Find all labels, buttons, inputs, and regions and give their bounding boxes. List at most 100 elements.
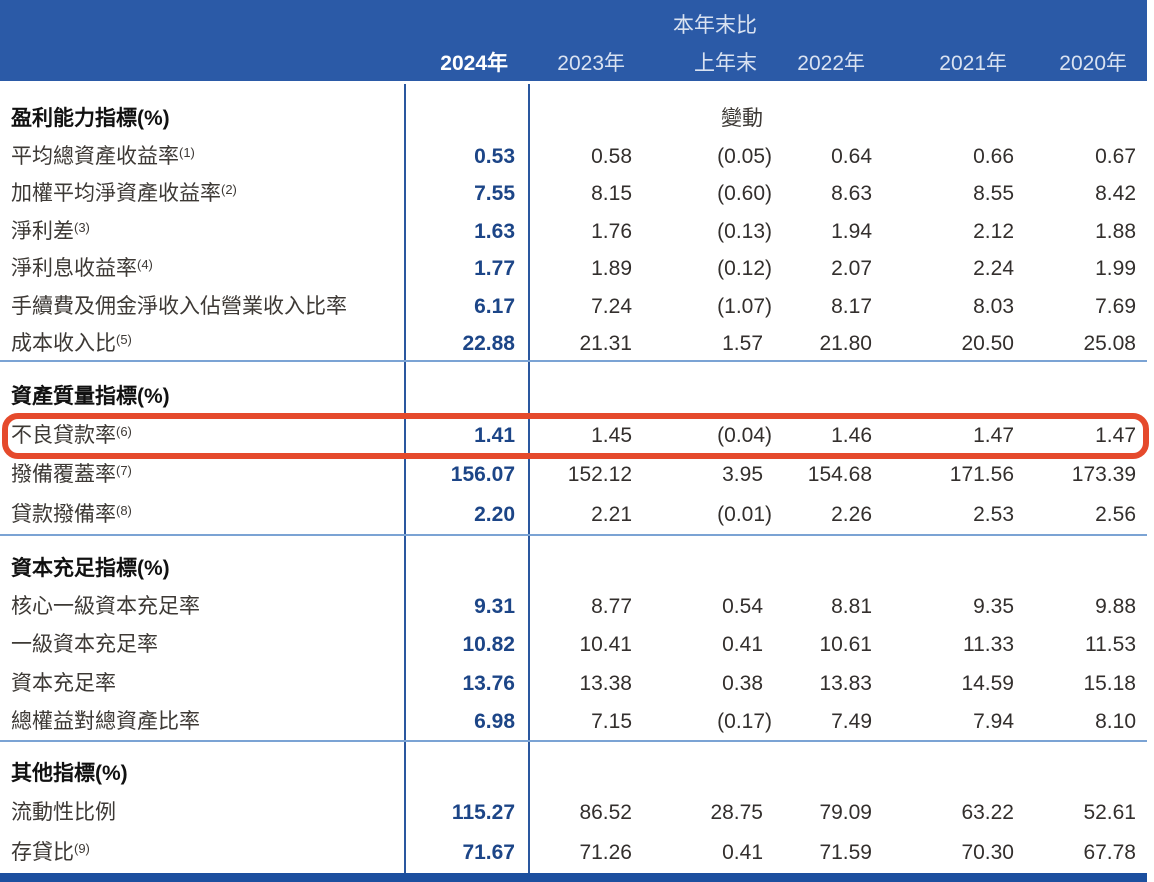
cell-y2021: 8.03 bbox=[973, 294, 1014, 318]
cell-y2022: 7.49 bbox=[831, 710, 872, 734]
cell-y2022: 8.81 bbox=[831, 595, 872, 618]
column-header-2023: 2023年 bbox=[557, 52, 625, 75]
cell-y2020: 11.53 bbox=[1085, 633, 1136, 657]
cell-y2022: 2.07 bbox=[831, 257, 872, 281]
section-divider-line bbox=[0, 360, 1147, 362]
cell-change: 0.54 bbox=[722, 595, 763, 618]
table-row-總權益對總資產比率: 總權益對總資產比率 6.98 7.15 (0.17) 7.49 7.94 8.10 bbox=[0, 703, 1154, 741]
footnote-marker: (1) bbox=[179, 145, 195, 160]
cell-y2021: 20.50 bbox=[961, 331, 1014, 355]
table-row-加權平均淨資產收益率: 加權平均淨資產收益率(2) 7.55 8.15 (0.60) 8.63 8.55 8.42 bbox=[0, 175, 1154, 212]
cell-y2023: 2.21 bbox=[591, 502, 632, 526]
cell-y2024: 6.17 bbox=[474, 294, 515, 318]
cell-change: (0.13) bbox=[717, 219, 772, 243]
table-row-存貸比: 存貸比(9) 71.67 71.26 0.41 71.59 70.30 67.78 bbox=[0, 833, 1154, 873]
cell-change: (0.17) bbox=[717, 710, 772, 734]
cell-change: (0.05) bbox=[717, 145, 772, 168]
cell-y2022: 71.59 bbox=[819, 840, 872, 864]
cell-y2021: 2.24 bbox=[973, 257, 1014, 281]
row-label: 核心一級資本充足率 bbox=[11, 595, 200, 618]
table-row-淨利差: 淨利差(3) 1.63 1.76 (0.13) 1.94 2.12 1.88 bbox=[0, 213, 1154, 250]
table-row-核心一級資本充足率: 核心一級資本充足率 9.31 8.77 0.54 8.81 9.35 9.88 bbox=[0, 588, 1154, 626]
cell-y2020: 8.10 bbox=[1095, 710, 1136, 734]
table-header-bar: 本年末比 2024年 2023年 上年末 2022年 2021年 2020年 bbox=[0, 0, 1147, 81]
table-row-一級資本充足率: 一級資本充足率 10.82 10.41 0.41 10.61 11.33 11.53 bbox=[0, 626, 1154, 664]
footnote-marker: (4) bbox=[137, 257, 153, 273]
cell-y2020: 15.18 bbox=[1083, 671, 1136, 695]
footnote-marker: (9) bbox=[74, 840, 90, 856]
cell-change: 3.95 bbox=[722, 463, 763, 487]
cell-y2021: 2.12 bbox=[973, 219, 1014, 243]
row-label: 貸款撥備率(8) bbox=[11, 502, 132, 526]
cell-y2020: 67.78 bbox=[1083, 840, 1136, 864]
table-row-不良貸款率: 不良貸款率(6) 1.41 1.45 (0.04) 1.46 1.47 1.47 bbox=[0, 412, 1154, 459]
cell-y2020: 1.88 bbox=[1095, 219, 1136, 243]
current-year-column-divider-right bbox=[528, 84, 530, 873]
cell-change: (1.07) bbox=[717, 294, 772, 318]
change-column-note: 變動 bbox=[721, 107, 763, 130]
table-row-平均總資產收益率: 平均總資產收益率(1) 0.53 0.58 (0.05) 0.64 0.66 0.67 bbox=[0, 138, 1154, 175]
cell-y2023: 7.24 bbox=[591, 294, 632, 318]
cell-y2024: 1.63 bbox=[474, 219, 515, 243]
row-label: 資本充足率 bbox=[11, 671, 116, 695]
cell-y2024: 156.07 bbox=[450, 463, 515, 487]
row-label: 不良貸款率(6) bbox=[11, 424, 132, 447]
section-header-row: 盈利能力指標(%) 變動 bbox=[0, 100, 1154, 138]
footnote-marker: (6) bbox=[116, 424, 132, 439]
cell-y2022: 8.63 bbox=[831, 182, 872, 206]
cell-y2021: 14.59 bbox=[961, 671, 1014, 695]
section-header-row: 資本充足指標(%) bbox=[0, 550, 1154, 588]
cell-y2023: 1.45 bbox=[591, 424, 632, 447]
section-header-profitability: 盈利能力指標(%) bbox=[11, 107, 170, 130]
cell-y2020: 173.39 bbox=[1071, 463, 1136, 487]
cell-y2023: 1.89 bbox=[591, 257, 632, 281]
cell-y2022: 21.80 bbox=[819, 331, 872, 355]
cell-y2023: 8.15 bbox=[591, 182, 632, 206]
row-label: 平均總資產收益率(1) bbox=[11, 145, 195, 168]
column-header-2020: 2020年 bbox=[1059, 52, 1127, 75]
cell-y2021: 70.30 bbox=[961, 840, 1014, 864]
cell-y2024: 22.88 bbox=[462, 331, 515, 355]
cell-y2023: 86.52 bbox=[579, 801, 632, 824]
cell-y2021: 2.53 bbox=[973, 502, 1014, 526]
row-label: 撥備覆蓋率(7) bbox=[11, 463, 132, 487]
cell-y2021: 9.35 bbox=[973, 595, 1014, 618]
section-header-asset-quality: 資產質量指標(%) bbox=[11, 385, 170, 408]
cell-change: 0.41 bbox=[722, 840, 763, 864]
footnote-marker: (5) bbox=[116, 331, 132, 347]
row-label: 一級資本充足率 bbox=[11, 633, 158, 657]
section-header-row: 資產質量指標(%) bbox=[0, 378, 1154, 416]
footnote-marker: (7) bbox=[116, 463, 132, 479]
column-header-change-bottom: 上年末 bbox=[694, 52, 757, 75]
row-label: 總權益對總資產比率 bbox=[11, 710, 200, 734]
cell-y2021: 7.94 bbox=[973, 710, 1014, 734]
section-other: 其他指標(%) 流動性比例 115.27 86.52 28.75 79.09 63.22 52… bbox=[0, 741, 1154, 872]
cell-y2024: 2.20 bbox=[474, 502, 515, 526]
table-row-成本收入比: 成本收入比(5) 22.88 21.31 1.57 21.80 20.50 25.08 bbox=[0, 325, 1154, 362]
row-label: 淨利差(3) bbox=[11, 219, 90, 243]
cell-change: (0.60) bbox=[717, 182, 772, 206]
cell-change: 1.57 bbox=[722, 331, 763, 355]
row-label: 流動性比例 bbox=[11, 801, 116, 824]
cell-y2023: 13.38 bbox=[579, 671, 632, 695]
section-profitability: 盈利能力指標(%) 變動平均總資產收益率(1) 0.53 0.58 (0.05) 0.64… bbox=[0, 81, 1154, 362]
row-label: 成本收入比(5) bbox=[11, 331, 132, 355]
cell-y2020: 9.88 bbox=[1095, 595, 1136, 618]
table-row-流動性比例: 流動性比例 115.27 86.52 28.75 79.09 63.22 52.61 bbox=[0, 793, 1154, 833]
footnote-marker: (3) bbox=[74, 219, 90, 235]
section-header-capital-adequacy: 資本充足指標(%) bbox=[11, 557, 170, 580]
cell-change: 28.75 bbox=[710, 801, 763, 824]
cell-y2020: 2.56 bbox=[1095, 502, 1136, 526]
cell-y2023: 21.31 bbox=[579, 331, 632, 355]
cell-y2023: 7.15 bbox=[591, 710, 632, 734]
cell-y2024: 6.98 bbox=[474, 710, 515, 734]
footnote-marker: (2) bbox=[221, 182, 237, 198]
cell-y2024: 71.67 bbox=[462, 840, 515, 864]
cell-change: 0.38 bbox=[722, 671, 763, 695]
table-bottom-border bbox=[0, 873, 1147, 882]
cell-y2024: 7.55 bbox=[474, 182, 515, 206]
table-row-撥備覆蓋率: 撥備覆蓋率(7) 156.07 152.12 3.95 154.68 171.56 173.… bbox=[0, 455, 1154, 494]
cell-y2024: 115.27 bbox=[451, 801, 515, 824]
cell-y2020: 1.47 bbox=[1095, 424, 1136, 447]
